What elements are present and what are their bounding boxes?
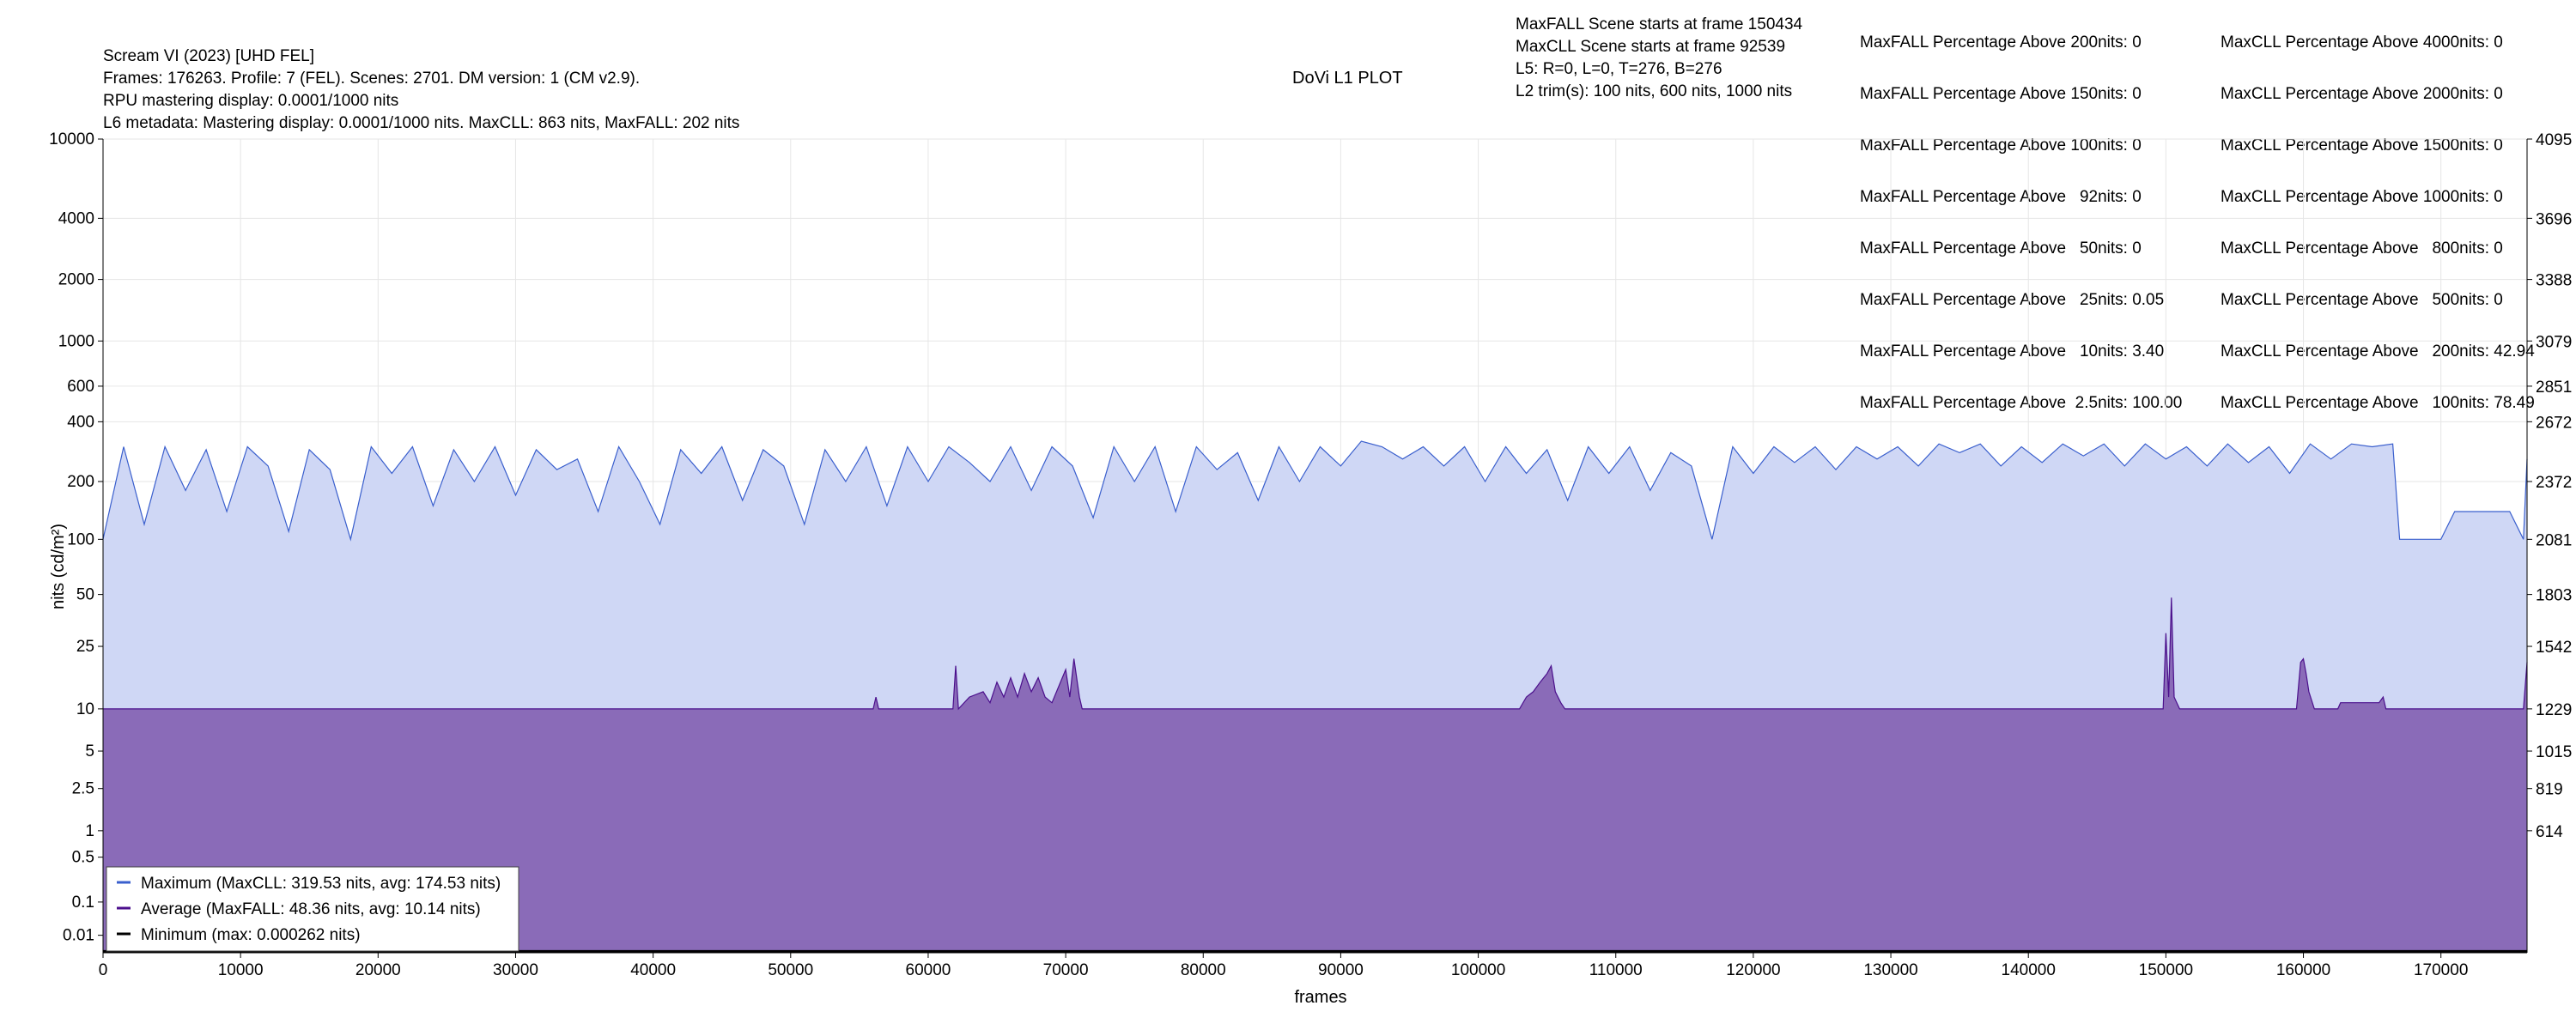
chart-title: DoVi L1 PLOT xyxy=(1292,69,1403,88)
legend-entry: Minimum (max: 0.000262 nits) xyxy=(141,926,361,944)
maxcll-stat: MaxCLL Percentage Above 4000nits: 0 xyxy=(2221,33,2503,52)
x-tick-label: 40000 xyxy=(630,961,676,979)
x-tick-label: 60000 xyxy=(906,961,951,979)
title-block: Scream VI (2023) [UHD FEL] Frames: 17626… xyxy=(103,45,739,135)
tick-labels: 0.01 0.1 0.5 1 2.5 5 10 25 50 100 200 400 600 1000 200… xyxy=(49,130,2572,979)
x-tick-label: 20000 xyxy=(355,961,401,979)
y-axis-label: nits (cd/m²) xyxy=(49,524,68,609)
scene-info-line: MaxFALL Scene starts at frame 150434 xyxy=(1516,15,1803,33)
y-right-tick-label: 3388 xyxy=(2536,272,2572,290)
scene-info-line: MaxCLL Scene starts at frame 92539 xyxy=(1516,38,1786,56)
title-line: L6 metadata: Mastering display: 0.0001/1… xyxy=(103,114,740,132)
maxcll-stat: MaxCLL Percentage Above 1000nits: 0 xyxy=(2221,188,2503,206)
y-right-tick-label: 1542 xyxy=(2536,639,2572,657)
maxcll-stats: MaxCLL Percentage Above 4000nits: 0 MaxC… xyxy=(2221,0,2535,446)
title-line: Scream VI (2023) [UHD FEL] xyxy=(103,47,315,65)
x-tick-label: 110000 xyxy=(1589,961,1643,979)
maxfall-stat: MaxFALL Percentage Above 50nits: 0 xyxy=(1860,239,2142,258)
y-tick-label: 200 xyxy=(67,473,94,491)
x-tick-label: 80000 xyxy=(1181,961,1226,979)
maxcll-stat: MaxCLL Percentage Above 2000nits: 0 xyxy=(2221,85,2503,103)
x-axis-label: frames xyxy=(1294,988,1346,1007)
maxcll-stat: MaxCLL Percentage Above 800nits: 0 xyxy=(2221,239,2503,258)
series-area-1 xyxy=(103,597,2527,953)
maxfall-stat: MaxFALL Percentage Above 25nits: 0.05 xyxy=(1860,291,2165,309)
x-tick-label: 160000 xyxy=(2276,961,2330,979)
x-tick-label: 50000 xyxy=(768,961,813,979)
y-right-tick-label: 614 xyxy=(2536,823,2563,841)
y-right-tick-label: 3079 xyxy=(2536,333,2572,351)
y-tick-label: 10000 xyxy=(49,130,94,148)
maxcll-stat: MaxCLL Percentage Above 1500nits: 0 xyxy=(2221,136,2503,154)
y-right-tick-label: 1015 xyxy=(2536,743,2572,761)
y-right-tick-label: 1803 xyxy=(2536,587,2572,605)
title-line: RPU mastering display: 0.0001/1000 nits xyxy=(103,92,399,110)
x-tick-label: 130000 xyxy=(1863,961,1917,979)
x-tick-label: 140000 xyxy=(2002,961,2056,979)
legend-entry: Average (MaxFALL: 48.36 nits, avg: 10.14… xyxy=(141,900,481,918)
x-tick-label: 120000 xyxy=(1726,961,1780,979)
maxcll-stat: MaxCLL Percentage Above 200nits: 42.94 xyxy=(2221,342,2535,360)
y-tick-label: 1 xyxy=(85,822,94,840)
y-right-tick-label: 819 xyxy=(2536,781,2563,799)
legend-box xyxy=(106,866,519,952)
x-tick-label: 170000 xyxy=(2414,961,2468,979)
y-tick-label: 5 xyxy=(85,742,94,760)
y-tick-label: 600 xyxy=(67,378,94,396)
y-tick-label: 0.5 xyxy=(72,849,94,867)
y-right-tick-label: 4095 xyxy=(2536,131,2572,149)
x-tick-label: 0 xyxy=(99,961,108,979)
y-tick-label: 4000 xyxy=(58,209,94,227)
x-tick-label: 30000 xyxy=(493,961,538,979)
y-right-tick-label: 2081 xyxy=(2536,531,2572,549)
y-tick-label: 0.01 xyxy=(63,927,94,945)
scene-info: MaxFALL Scene starts at frame 150434 Max… xyxy=(1516,14,1802,103)
maxfall-stat: MaxFALL Percentage Above 2.5nits: 100.00 xyxy=(1860,394,2183,412)
y-tick-label: 25 xyxy=(76,638,94,656)
maxfall-stats: MaxFALL Percentage Above 200nits: 0 MaxF… xyxy=(1860,0,2182,446)
x-tick-label: 90000 xyxy=(1318,961,1364,979)
y-tick-label: 1000 xyxy=(58,332,94,350)
legend: Maximum (MaxCLL: 319.53 nits, avg: 174.5… xyxy=(106,866,519,952)
maxfall-stat: MaxFALL Percentage Above 200nits: 0 xyxy=(1860,33,2142,52)
series-line-1 xyxy=(103,597,2528,711)
y-tick-label: 2.5 xyxy=(72,780,94,798)
plot-header: Scream VI (2023) [UHD FEL] Frames: 17626… xyxy=(0,0,2576,412)
x-tick-label: 150000 xyxy=(2139,961,2193,979)
legend-entry: Maximum (MaxCLL: 319.53 nits, avg: 174.5… xyxy=(141,875,501,893)
y-right-tick-label: 2672 xyxy=(2536,414,2572,432)
y-right-tick-label: 3696 xyxy=(2536,210,2572,228)
maxfall-stat: MaxFALL Percentage Above 100nits: 0 xyxy=(1860,136,2142,154)
x-tick-label: 10000 xyxy=(218,961,264,979)
y-tick-label: 10 xyxy=(76,700,94,718)
axes xyxy=(98,138,2532,958)
scene-info-line: L2 trim(s): 100 nits, 600 nits, 1000 nit… xyxy=(1516,82,1793,100)
y-right-tick-label: 2851 xyxy=(2536,379,2572,397)
y-right-tick-label: 1229 xyxy=(2536,701,2572,719)
maxfall-stat: MaxFALL Percentage Above 92nits: 0 xyxy=(1860,188,2142,206)
series-areas xyxy=(102,440,2528,953)
y-right-tick-label: 2372 xyxy=(2536,474,2572,492)
y-tick-label: 2000 xyxy=(58,271,94,289)
x-tick-label: 70000 xyxy=(1043,961,1089,979)
title-line: Frames: 176263. Profile: 7 (FEL). Scenes… xyxy=(103,70,641,88)
y-tick-label: 100 xyxy=(67,530,94,548)
y-tick-label: 400 xyxy=(67,413,94,431)
series-line-0 xyxy=(102,440,2528,542)
y-tick-label: 0.1 xyxy=(72,894,94,912)
maxfall-stat: MaxFALL Percentage Above 150nits: 0 xyxy=(1860,85,2142,103)
y-tick-label: 50 xyxy=(76,586,94,604)
x-tick-label: 100000 xyxy=(1451,961,1505,979)
maxcll-stat: MaxCLL Percentage Above 500nits: 0 xyxy=(2221,291,2503,309)
scene-info-line: L5: R=0, L=0, T=276, B=276 xyxy=(1516,60,1722,78)
maxcll-stat: MaxCLL Percentage Above 100nits: 78.49 xyxy=(2221,394,2535,412)
maxfall-stat: MaxFALL Percentage Above 10nits: 3.40 xyxy=(1860,342,2165,360)
